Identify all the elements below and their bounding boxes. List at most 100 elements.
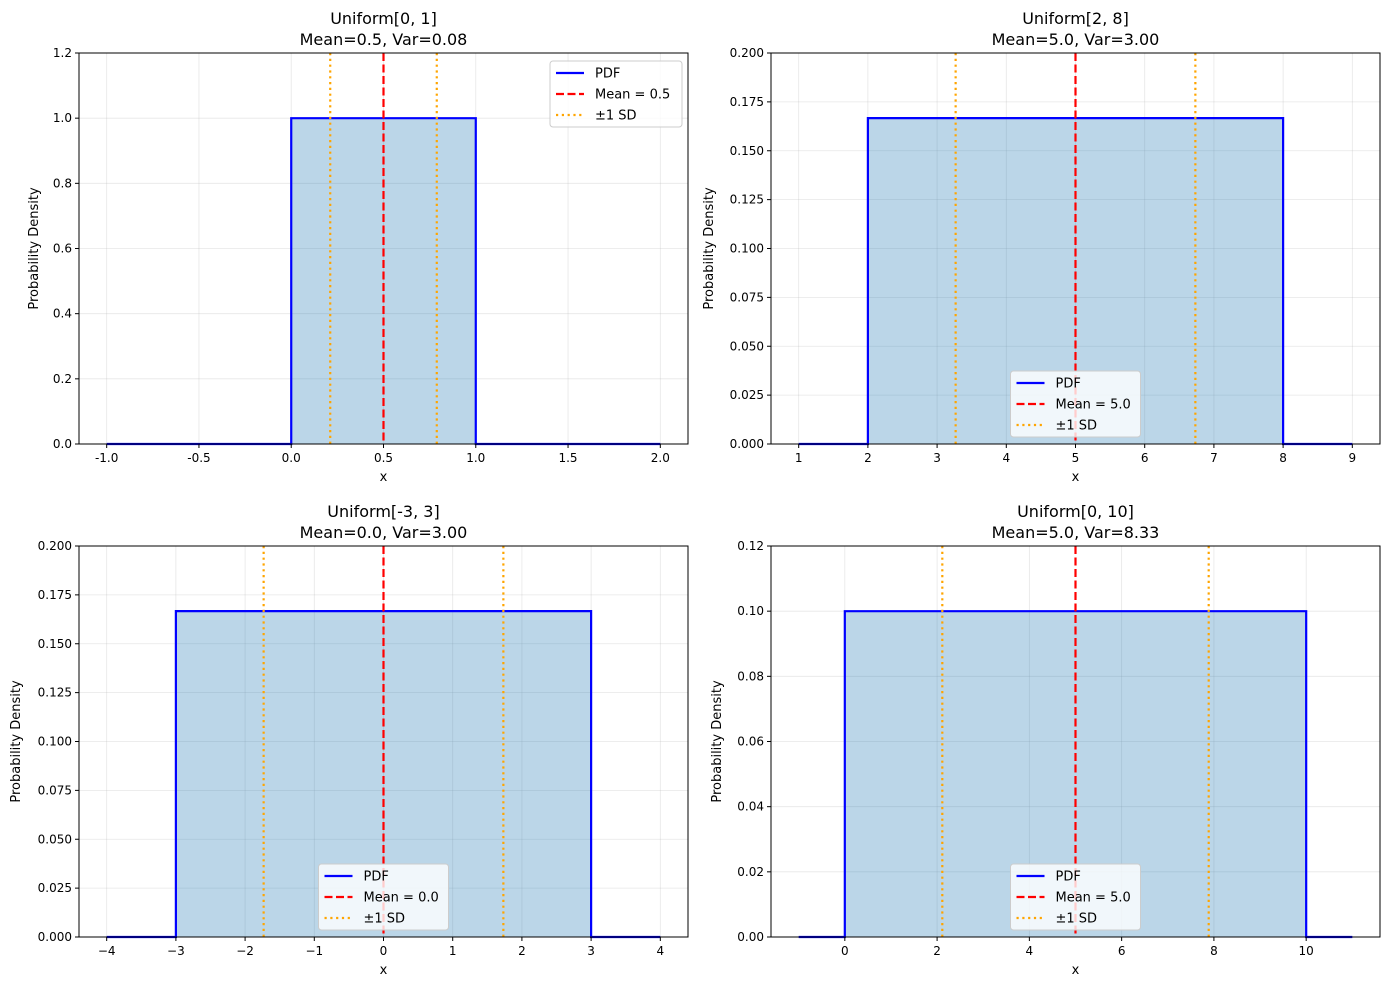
subplot-title: Uniform[0, 1] bbox=[330, 9, 437, 28]
legend-box bbox=[549, 60, 683, 128]
y-tick-label: 1.0 bbox=[53, 111, 72, 125]
y-axis-label: Probability Density bbox=[9, 680, 24, 803]
subplot-subtitle: Mean=0.0, Var=3.00 bbox=[300, 523, 468, 542]
x-tick-label: 0 bbox=[841, 944, 849, 958]
legend-sd-label: ±1 SD bbox=[364, 912, 406, 927]
x-tick-label: 2 bbox=[933, 944, 941, 958]
x-tick-label: 4 bbox=[1026, 944, 1034, 958]
legend-sd-entry: ±1 SD bbox=[1016, 912, 1098, 927]
legend: PDF Mean = 0.5 ±1 SD bbox=[549, 60, 683, 128]
x-tick-label: -1.0 bbox=[95, 451, 118, 465]
legend-mean-label: Mean = 0.5 bbox=[595, 88, 670, 103]
legend-mean-entry: Mean = 5.0 bbox=[1016, 891, 1131, 906]
legend-sd-label: ±1 SD bbox=[1056, 912, 1098, 927]
x-tick-label: 2 bbox=[864, 451, 872, 465]
x-tick-label: −2 bbox=[236, 944, 254, 958]
x-axis-label: x bbox=[380, 963, 388, 978]
y-tick-label: 0.075 bbox=[730, 290, 764, 304]
y-tick-label: 0.4 bbox=[53, 307, 72, 321]
y-tick-label: 0.02 bbox=[737, 865, 764, 879]
x-tick-label: 0.5 bbox=[374, 451, 393, 465]
subplot-2: 1 2 3 4 5 6 7 8 9 0.000 0.025 0.050 0.075 0.100 0.125 0… bbox=[702, 9, 1381, 485]
subplot-3: −4 −3 −2 −1 0 1 2 3 4 0.000 0.025 0.050 0.075 0.100 0.… bbox=[9, 502, 689, 978]
x-tick-label: 4 bbox=[1002, 451, 1010, 465]
legend-sd-label: ±1 SD bbox=[595, 109, 637, 124]
x-tick-label: −3 bbox=[167, 944, 185, 958]
y-axis-label: Probability Density bbox=[702, 187, 717, 310]
legend-pdf-label: PDF bbox=[1056, 870, 1081, 885]
y-tick-label: 0.04 bbox=[737, 800, 764, 814]
y-tick-label: 0.175 bbox=[38, 588, 72, 602]
x-tick-label: 3 bbox=[587, 944, 595, 958]
legend: PDF Mean = 0.0 ±1 SD bbox=[318, 863, 449, 931]
pdf-fill-area bbox=[291, 118, 476, 445]
legend-pdf-label: PDF bbox=[595, 67, 620, 82]
legend-sd-entry: ±1 SD bbox=[324, 912, 406, 927]
legend-mean-label: Mean = 5.0 bbox=[1056, 398, 1131, 413]
legend-pdf-entry: PDF bbox=[324, 870, 389, 885]
x-tick-label: 2.0 bbox=[651, 451, 670, 465]
y-tick-label: 0.06 bbox=[737, 735, 764, 749]
y-tick-label: 0.6 bbox=[53, 242, 72, 256]
y-tick-label: 0.050 bbox=[730, 339, 764, 353]
x-tick-label: 3 bbox=[933, 451, 941, 465]
legend-sd-entry: ±1 SD bbox=[1016, 419, 1098, 434]
y-axis-label: Probability Density bbox=[27, 187, 42, 310]
y-tick-label: 0.000 bbox=[38, 930, 72, 944]
x-tick-label: 8 bbox=[1279, 451, 1287, 465]
legend-box bbox=[318, 863, 449, 931]
y-tick-label: 0.10 bbox=[737, 604, 764, 618]
subplot-4: 0 2 4 6 8 10 0.00 0.02 0.04 0.06 0.08 0.10 0.12 Unifo… bbox=[710, 502, 1381, 978]
x-tick-label: −4 bbox=[98, 944, 116, 958]
subplot-title: Uniform[2, 8] bbox=[1022, 9, 1129, 28]
subplot-title: Uniform[-3, 3] bbox=[327, 502, 439, 521]
y-tick-label: 0.2 bbox=[53, 372, 72, 386]
x-tick-label: 0 bbox=[380, 944, 388, 958]
legend: PDF Mean = 5.0 ±1 SD bbox=[1010, 370, 1141, 438]
y-tick-label: 0.075 bbox=[38, 783, 72, 797]
x-tick-label: 9 bbox=[1348, 451, 1356, 465]
subplot-subtitle: Mean=5.0, Var=3.00 bbox=[992, 30, 1160, 49]
x-axis-label: x bbox=[1072, 963, 1080, 978]
y-axis-label: Probability Density bbox=[710, 680, 725, 803]
legend-mean-entry: Mean = 5.0 bbox=[1016, 398, 1131, 413]
x-tick-label: 0.0 bbox=[282, 451, 301, 465]
legend-pdf-label: PDF bbox=[364, 870, 389, 885]
y-tick-label: 0.125 bbox=[38, 686, 72, 700]
y-tick-label: 0.200 bbox=[730, 46, 764, 60]
x-tick-label: 5 bbox=[1072, 451, 1080, 465]
x-tick-label: 10 bbox=[1299, 944, 1314, 958]
legend-sd-label: ±1 SD bbox=[1056, 419, 1098, 434]
legend: PDF Mean = 5.0 ±1 SD bbox=[1010, 863, 1141, 931]
subplot-title: Uniform[0, 10] bbox=[1017, 502, 1134, 521]
y-tick-label: 0.00 bbox=[737, 930, 764, 944]
x-tick-label: 2 bbox=[518, 944, 526, 958]
y-tick-label: 1.2 bbox=[53, 46, 72, 60]
y-tick-label: 0.025 bbox=[38, 881, 72, 895]
y-tick-label: 0.150 bbox=[730, 144, 764, 158]
legend-mean-label: Mean = 0.0 bbox=[364, 891, 439, 906]
y-tick-label: 0.12 bbox=[737, 539, 764, 553]
x-tick-label: 1 bbox=[795, 451, 803, 465]
y-tick-label: 0.000 bbox=[730, 437, 764, 451]
y-tick-label: 0.0 bbox=[53, 437, 72, 451]
x-tick-label: 1 bbox=[449, 944, 457, 958]
y-tick-label: 0.8 bbox=[53, 176, 72, 190]
x-tick-label: 6 bbox=[1141, 451, 1149, 465]
y-tick-label: 0.125 bbox=[730, 193, 764, 207]
x-tick-label: 1.0 bbox=[466, 451, 485, 465]
y-tick-label: 0.175 bbox=[730, 95, 764, 109]
x-tick-label: 1.5 bbox=[558, 451, 577, 465]
y-tick-label: 0.025 bbox=[730, 388, 764, 402]
x-axis-label: x bbox=[380, 470, 388, 485]
y-tick-label: 0.100 bbox=[38, 735, 72, 749]
y-tick-label: 0.100 bbox=[730, 242, 764, 256]
legend-pdf-entry: PDF bbox=[1016, 377, 1081, 392]
legend-mean-label: Mean = 5.0 bbox=[1056, 891, 1131, 906]
x-tick-label: 6 bbox=[1118, 944, 1126, 958]
legend-box bbox=[1010, 863, 1141, 931]
x-tick-label: -0.5 bbox=[187, 451, 210, 465]
x-tick-label: 4 bbox=[656, 944, 664, 958]
legend-box bbox=[1010, 370, 1141, 438]
y-tick-label: 0.08 bbox=[737, 669, 764, 683]
